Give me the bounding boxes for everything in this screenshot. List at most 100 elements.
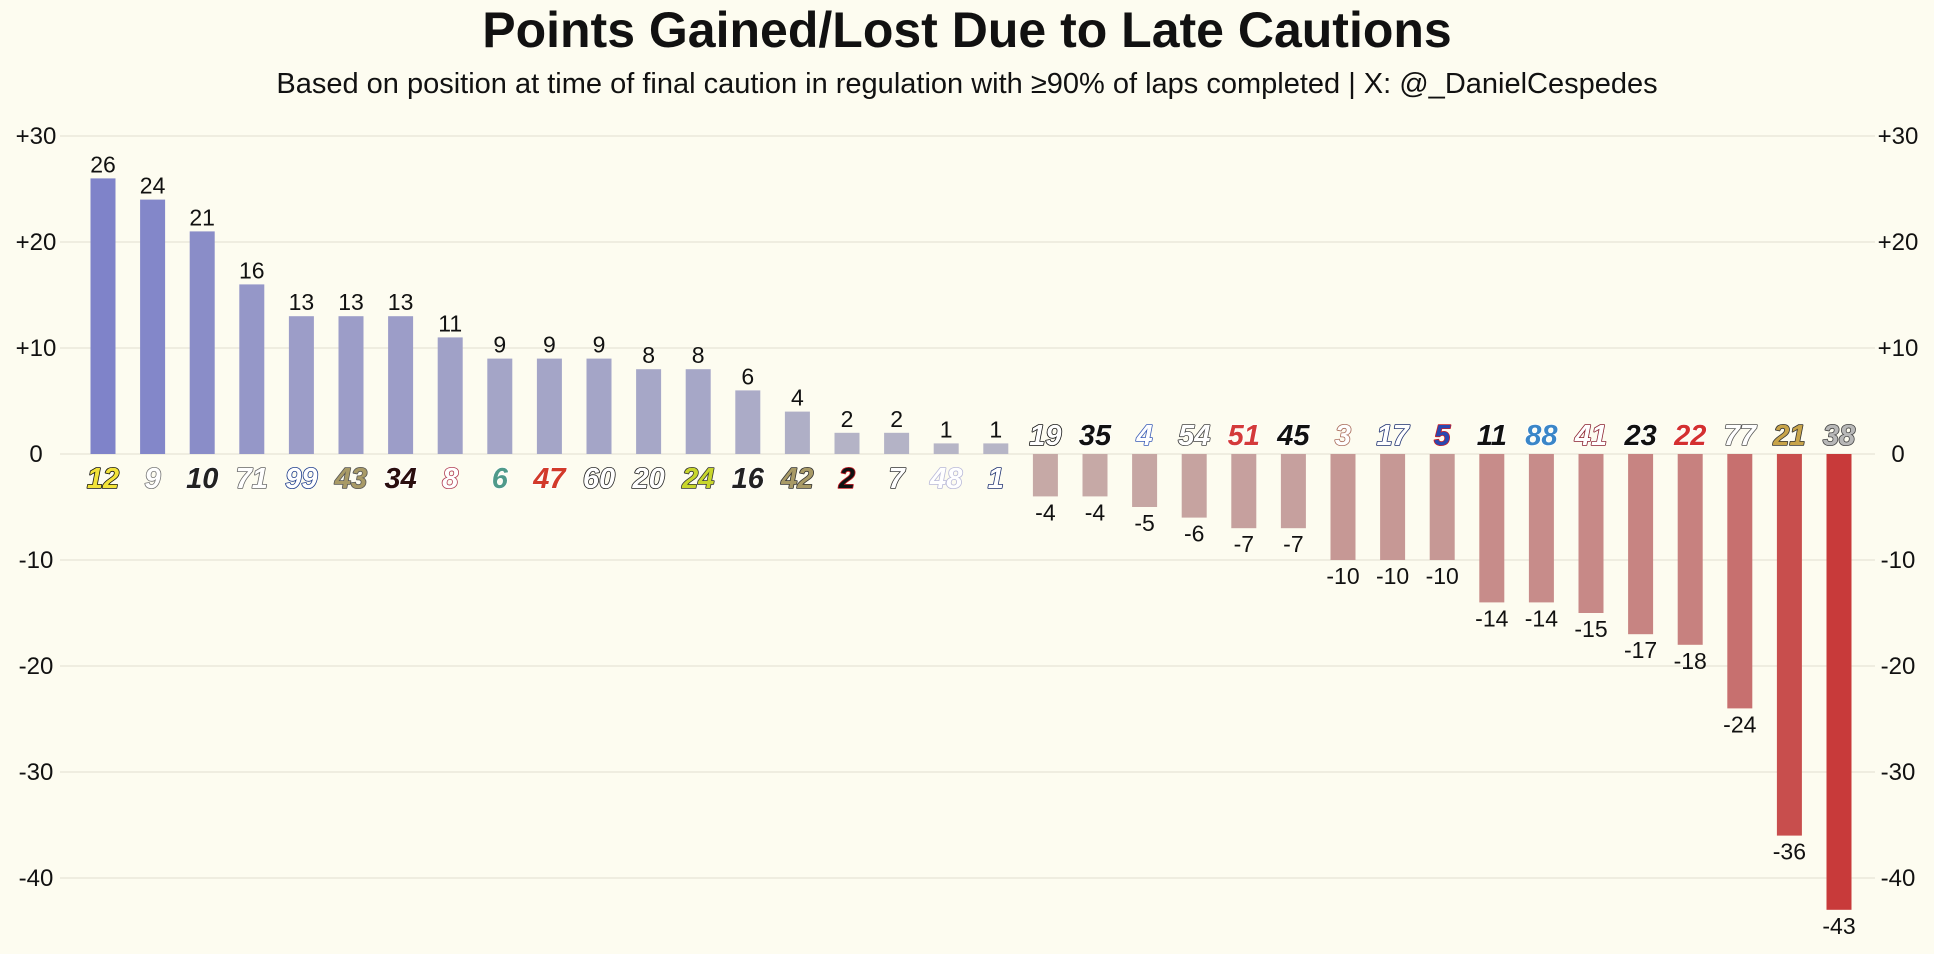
x-tick-label-car-number: 11 <box>1477 420 1507 452</box>
bar <box>1677 454 1703 645</box>
bar <box>983 443 1009 454</box>
bar <box>784 411 810 454</box>
data-label: 24 <box>140 173 166 199</box>
x-tick-label-car-number: 9 <box>145 463 161 495</box>
bar <box>1826 454 1852 910</box>
bar <box>1082 454 1108 497</box>
x-tick-label-car-number: 42 <box>780 463 813 495</box>
y-tick-label-left: -30 <box>19 759 54 786</box>
y-tick-label-right: +10 <box>1878 335 1919 362</box>
data-label: 13 <box>289 289 315 315</box>
y-tick-label-right: +30 <box>1878 123 1919 150</box>
x-tick-label-car-number: 41 <box>1574 420 1607 452</box>
bar <box>586 358 612 454</box>
data-label: -14 <box>1525 605 1558 631</box>
data-label: 4 <box>791 385 804 411</box>
bar <box>140 199 166 454</box>
bar <box>1032 454 1058 497</box>
bar <box>1479 454 1505 603</box>
x-tick-label-car-number: 35 <box>1079 420 1112 452</box>
x-tick-label-car-number: 99 <box>285 463 317 495</box>
bar <box>90 178 116 454</box>
x-tick-label-car-number: 5 <box>1434 420 1451 452</box>
bar <box>239 284 265 454</box>
bar <box>884 432 910 454</box>
x-tick-label-car-number: 2 <box>838 463 855 495</box>
x-tick-label-car-number: 7 <box>889 463 907 495</box>
data-label: -10 <box>1376 563 1409 589</box>
bar <box>685 369 711 454</box>
data-label: -14 <box>1475 605 1508 631</box>
x-tick-label-car-number: 51 <box>1228 420 1260 452</box>
bar <box>834 432 860 454</box>
x-tick-label-car-number: 21 <box>1772 420 1805 452</box>
x-tick-label-car-number: 4 <box>1136 420 1153 452</box>
x-tick-label-car-number: 8 <box>442 463 459 495</box>
y-tick-label-left: +20 <box>16 229 57 256</box>
bar <box>1181 454 1207 518</box>
bar <box>1528 454 1554 603</box>
data-label: -6 <box>1184 521 1204 547</box>
data-label: -5 <box>1134 510 1154 536</box>
chart-title: Points Gained/Lost Due to Late Cautions <box>482 2 1452 58</box>
x-tick-label-car-number: 20 <box>631 463 664 495</box>
y-tick-label-right: 0 <box>1891 441 1904 468</box>
bar <box>1280 454 1306 529</box>
y-tick-label-right: -40 <box>1881 865 1916 892</box>
bar <box>933 443 959 454</box>
data-label: -4 <box>1035 499 1056 525</box>
bar <box>288 316 314 454</box>
data-label: 2 <box>890 406 903 432</box>
x-tick-label-car-number: 34 <box>384 463 416 495</box>
data-label: -15 <box>1574 616 1607 642</box>
x-tick-label-car-number: 3 <box>1335 420 1351 452</box>
x-tick-label-car-number: 22 <box>1673 420 1706 452</box>
bar <box>1231 454 1257 529</box>
x-tick-label-car-number: 88 <box>1525 420 1558 452</box>
bar <box>388 316 414 454</box>
y-tick-label-left: +30 <box>16 123 57 150</box>
x-tick-label-car-number: 19 <box>1029 420 1061 452</box>
data-label: -24 <box>1723 711 1756 737</box>
bar <box>189 231 215 454</box>
data-label: -10 <box>1326 563 1359 589</box>
x-tick-label-car-number: 48 <box>929 463 963 495</box>
x-tick-label-car-number: 1 <box>988 463 1004 495</box>
bar <box>636 369 662 454</box>
y-tick-label-right: -30 <box>1881 759 1916 786</box>
x-tick-label-car-number: 16 <box>732 463 765 495</box>
data-label: 26 <box>90 151 116 177</box>
x-tick-label-car-number: 43 <box>334 463 367 495</box>
data-label: 8 <box>642 342 655 368</box>
data-label: -7 <box>1234 531 1254 557</box>
x-tick-label-car-number: 12 <box>87 463 119 495</box>
x-tick-label-car-number: 23 <box>1623 420 1656 452</box>
bar <box>536 358 562 454</box>
bar <box>735 390 761 454</box>
x-tick-label-car-number: 54 <box>1178 420 1210 452</box>
data-label: -43 <box>1822 913 1855 939</box>
chart-subtitle: Based on position at time of final cauti… <box>276 68 1658 100</box>
data-label: 1 <box>989 416 1002 442</box>
x-tick-label-car-number: 38 <box>1823 420 1856 452</box>
data-label: -7 <box>1283 531 1303 557</box>
bar <box>487 358 513 454</box>
data-label: 9 <box>493 332 506 358</box>
data-label: -10 <box>1426 563 1459 589</box>
bar <box>1578 454 1604 613</box>
data-label: 11 <box>438 310 462 336</box>
y-tick-label-left: -20 <box>19 653 54 680</box>
data-label: 13 <box>388 289 414 315</box>
y-tick-label-right: -20 <box>1881 653 1916 680</box>
bar <box>1132 454 1158 507</box>
data-label: 16 <box>239 257 265 283</box>
data-label: 9 <box>543 332 556 358</box>
y-tick-label-left: +10 <box>16 335 57 362</box>
y-tick-label-right: -10 <box>1881 547 1916 574</box>
data-label: -17 <box>1624 637 1657 663</box>
y-tick-label-left: 0 <box>29 441 42 468</box>
data-label: 8 <box>692 342 705 368</box>
data-label: 13 <box>338 289 364 315</box>
